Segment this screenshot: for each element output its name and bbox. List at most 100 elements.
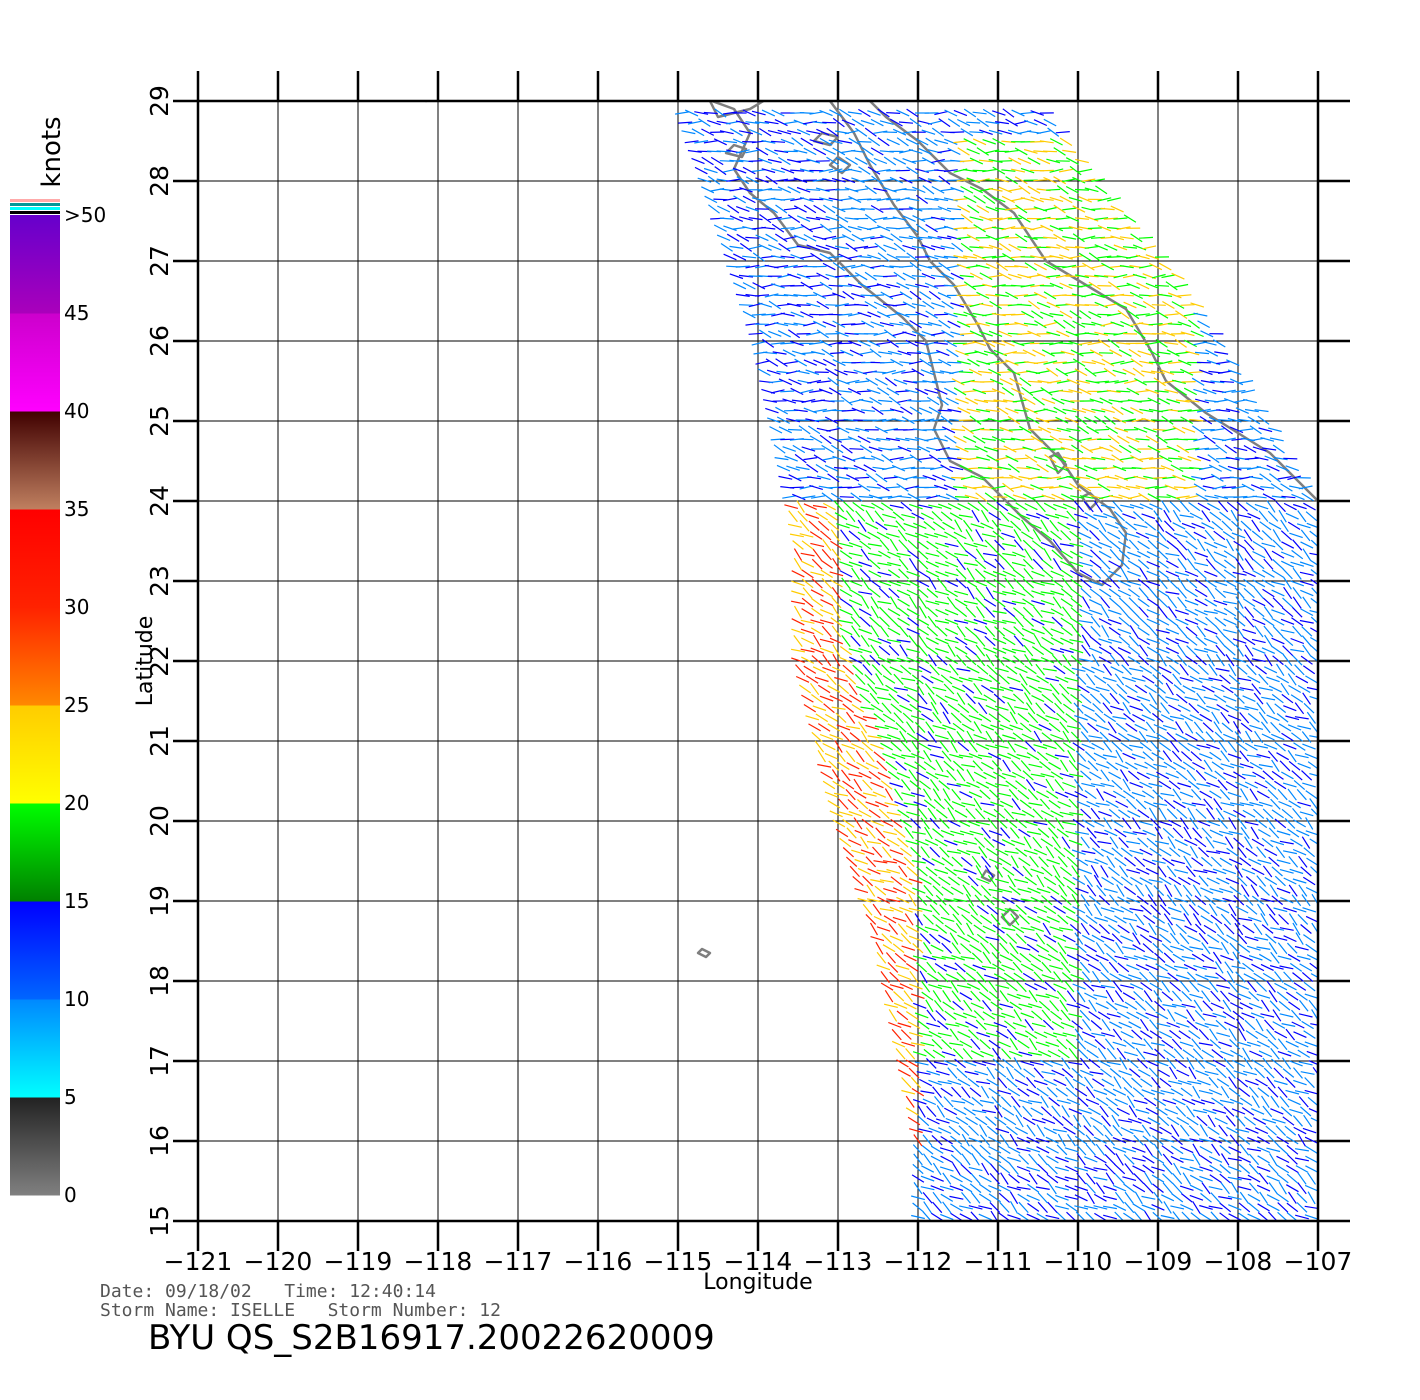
wind-vector xyxy=(1141,1195,1156,1200)
wind-vector xyxy=(1148,807,1158,821)
wind-vector xyxy=(1283,907,1297,913)
wind-vector xyxy=(859,540,872,550)
wind-vector xyxy=(1190,751,1202,762)
wind-vector xyxy=(941,329,954,338)
wind-vector xyxy=(1050,608,1064,617)
wind-vector xyxy=(1256,1166,1271,1172)
wind-vector xyxy=(1238,917,1253,922)
wind-vector xyxy=(1157,1115,1170,1127)
wind-vector xyxy=(793,557,803,571)
wind-vector xyxy=(984,492,997,502)
wind-vector xyxy=(979,1183,992,1193)
wind-vector xyxy=(738,274,754,278)
wind-vector xyxy=(1147,894,1157,907)
wind-vector xyxy=(1004,908,1019,912)
wind-vector xyxy=(738,304,754,306)
wind-vector xyxy=(1132,273,1147,279)
wind-vector xyxy=(922,380,937,384)
wind-vector xyxy=(1038,1000,1051,1011)
wind-vector xyxy=(1036,1124,1045,1137)
wind-vector xyxy=(1193,721,1204,734)
wind-vector xyxy=(1142,751,1154,762)
wind-vector xyxy=(1054,702,1065,714)
wind-vector xyxy=(1074,715,1088,721)
wind-vector xyxy=(1188,1030,1201,1040)
wind-vector xyxy=(1279,1013,1294,1018)
wind-vector xyxy=(1227,369,1242,375)
wind-vector xyxy=(1054,754,1069,758)
wind-vector xyxy=(995,1127,1010,1134)
wind-vector xyxy=(1041,447,1056,451)
wind-vector xyxy=(1013,1057,1022,1070)
wind-vector xyxy=(1293,503,1307,510)
wind-vector xyxy=(865,510,875,523)
wind-vector xyxy=(1086,953,1099,962)
wind-vector xyxy=(1172,1173,1183,1185)
wind-vector xyxy=(1101,1078,1115,1087)
wind-vector xyxy=(968,1166,983,1172)
wind-vector xyxy=(849,448,864,450)
wind-vector xyxy=(1030,484,1044,491)
wind-vector xyxy=(987,817,998,830)
wind-vector xyxy=(1293,819,1306,828)
wind-vector xyxy=(1035,417,1050,424)
wind-vector xyxy=(1070,607,1083,618)
wind-vector xyxy=(1128,444,1142,454)
wind-vector xyxy=(920,1090,935,1094)
wind-vector xyxy=(1127,570,1141,577)
wind-vector xyxy=(1062,730,1071,744)
wind-vector xyxy=(1274,818,1287,829)
wind-vector xyxy=(878,495,893,499)
wind-vector xyxy=(1181,1098,1196,1106)
wind-vector xyxy=(1080,625,1092,638)
wind-vector xyxy=(1050,530,1062,541)
wind-vector xyxy=(834,500,845,513)
wind-vector xyxy=(811,731,823,743)
wind-vector xyxy=(1292,972,1304,982)
wind-vector xyxy=(1127,581,1141,586)
wind-vector xyxy=(1215,635,1226,647)
wind-vector xyxy=(1251,1059,1265,1068)
wind-vector xyxy=(1223,695,1237,702)
wind-vector xyxy=(1192,827,1203,839)
wind-vector xyxy=(1222,897,1237,903)
wind-vector xyxy=(1262,617,1275,627)
wind-vector xyxy=(1155,647,1170,654)
wind-vector xyxy=(1295,1214,1309,1220)
wind-vector xyxy=(848,682,858,696)
wind-vector xyxy=(1094,916,1109,922)
wind-vector xyxy=(1197,983,1211,991)
wind-vector xyxy=(963,281,977,291)
wind-vector xyxy=(893,687,909,691)
wind-vector xyxy=(1283,502,1297,511)
wind-vector xyxy=(1161,1194,1175,1202)
wind-vector xyxy=(1139,644,1149,657)
wind-vector xyxy=(890,876,903,886)
wind-vector xyxy=(1115,722,1128,733)
wind-vector xyxy=(1163,913,1173,926)
wind-vector xyxy=(928,290,941,300)
wind-vector xyxy=(938,319,951,329)
wind-vector xyxy=(894,801,908,808)
wind-vector xyxy=(1116,1047,1127,1060)
wind-vector xyxy=(976,408,991,413)
wind-vector xyxy=(922,475,937,481)
wind-vector xyxy=(1248,916,1262,923)
wind-vector xyxy=(959,1040,973,1049)
wind-vector xyxy=(949,753,964,759)
wind-vector xyxy=(1239,750,1250,762)
wind-vector xyxy=(829,695,843,703)
wind-vector xyxy=(1078,531,1092,539)
wind-vector xyxy=(994,731,1005,743)
wind-vector xyxy=(947,807,956,821)
wind-vector xyxy=(1081,743,1095,750)
wind-vector xyxy=(820,599,834,607)
wind-vector xyxy=(1009,952,1022,963)
wind-vector xyxy=(1055,1194,1069,1201)
wind-vector xyxy=(1184,570,1199,578)
wind-vector xyxy=(1287,953,1301,962)
wind-vector xyxy=(963,562,978,566)
wind-vector xyxy=(919,970,928,984)
wind-vector xyxy=(1001,340,1015,347)
wind-vector xyxy=(932,711,942,724)
